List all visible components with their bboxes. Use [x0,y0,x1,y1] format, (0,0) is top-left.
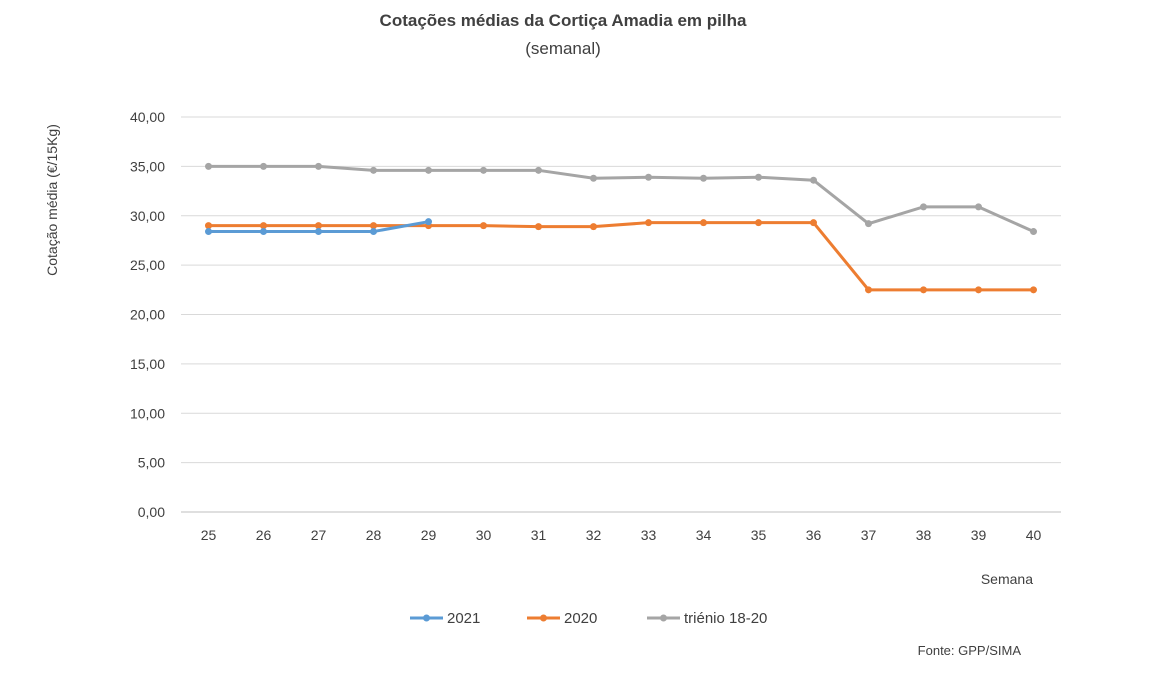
x-tick-label: 39 [971,527,987,543]
data-point [1030,228,1037,236]
data-point [425,166,432,174]
legend-label: triénio 18-20 [684,610,767,627]
data-point [315,222,322,230]
data-point [535,166,542,174]
data-point [370,222,377,230]
y-tick-label: 10,00 [130,405,165,421]
data-point [480,222,487,230]
data-point [645,219,652,227]
data-point [535,223,542,231]
data-point [645,173,652,181]
data-point [755,173,762,181]
y-tick-label: 20,00 [130,307,165,323]
data-point [920,203,927,211]
data-point [315,162,322,170]
data-point [700,174,707,182]
x-tick-label: 31 [531,527,547,543]
source-note: Fonte: GPP/SIMA [918,643,1022,658]
data-point [425,218,432,226]
data-point [205,228,212,236]
y-axis-label: Cotação média (€/15Kg) [44,124,60,276]
x-tick-label: 26 [256,527,272,543]
y-tick-label: 40,00 [130,109,165,125]
data-point [700,219,707,227]
data-point [590,223,597,231]
data-point [975,286,982,294]
series-line-triénio 18-20 [208,164,1035,233]
legend-label: 2021 [447,610,480,627]
x-tick-label: 27 [311,527,327,543]
y-tick-label: 25,00 [130,257,165,273]
data-point [865,220,872,228]
data-point [205,222,212,230]
data-point [755,219,762,227]
y-tick-label: 5,00 [138,455,165,471]
x-tick-label: 40 [1026,527,1042,543]
x-tick-label: 33 [641,527,657,543]
data-point [205,162,212,170]
x-tick-label: 30 [476,527,492,543]
data-point [370,228,377,236]
y-tick-label: 15,00 [130,356,165,372]
data-point [260,162,267,170]
data-point [590,174,597,182]
y-tick-label: 30,00 [130,208,165,224]
chart-title: Cotações médias da Cortiça Amadia em pil… [380,11,747,30]
x-tick-label: 28 [366,527,382,543]
data-point [260,222,267,230]
x-tick-label: 36 [806,527,822,543]
data-point [1030,286,1037,294]
data-point [865,286,872,294]
series-line-2020 [208,221,1034,292]
x-tick-label: 29 [421,527,437,543]
data-point [370,166,377,174]
legend-label: 2020 [564,610,597,627]
x-tick-label: 25 [201,527,217,543]
data-point [480,166,487,174]
y-tick-label: 0,00 [138,504,165,520]
data-point [810,219,817,227]
data-point [260,228,267,236]
chart-subtitle: (semanal) [525,39,601,58]
legend-marker [540,614,547,622]
x-axis-label: Semana [981,571,1033,587]
y-tick-label: 35,00 [130,158,165,174]
data-point [920,286,927,294]
data-point [975,203,982,211]
x-tick-label: 35 [751,527,767,543]
legend-marker [660,614,667,622]
data-point [810,176,817,184]
data-point [315,228,322,236]
x-tick-label: 34 [696,527,712,543]
x-tick-label: 37 [861,527,877,543]
legend-marker [423,614,430,622]
x-tick-label: 38 [916,527,932,543]
x-tick-label: 32 [586,527,602,543]
